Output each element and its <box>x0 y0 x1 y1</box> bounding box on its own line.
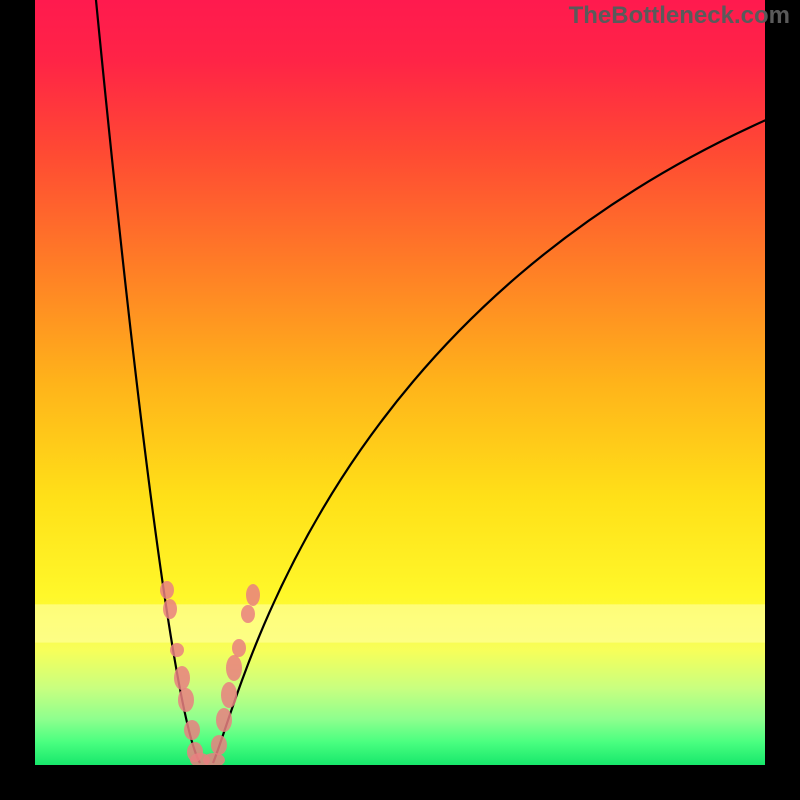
bottleneck-chart-svg <box>0 0 800 800</box>
bead-left-2 <box>170 643 184 657</box>
bead-left-0 <box>160 581 174 599</box>
bead-right-0 <box>211 735 227 755</box>
bead-left-5 <box>184 720 200 740</box>
plot-area <box>35 0 766 767</box>
yellow-highlight-band <box>35 604 765 642</box>
bead-bottom-1 <box>203 753 225 767</box>
watermark-text: TheBottleneck.com <box>569 2 790 30</box>
bead-right-5 <box>241 605 255 623</box>
bead-left-3 <box>174 666 190 690</box>
chart-stage: TheBottleneck.com <box>0 0 800 800</box>
bead-left-4 <box>178 688 194 712</box>
bead-right-6 <box>246 584 260 606</box>
bead-right-4 <box>232 639 246 657</box>
bead-right-1 <box>216 708 232 732</box>
bead-right-2 <box>221 682 237 708</box>
bead-right-3 <box>226 655 242 681</box>
gradient-background <box>35 0 765 765</box>
bead-left-1 <box>163 599 177 619</box>
